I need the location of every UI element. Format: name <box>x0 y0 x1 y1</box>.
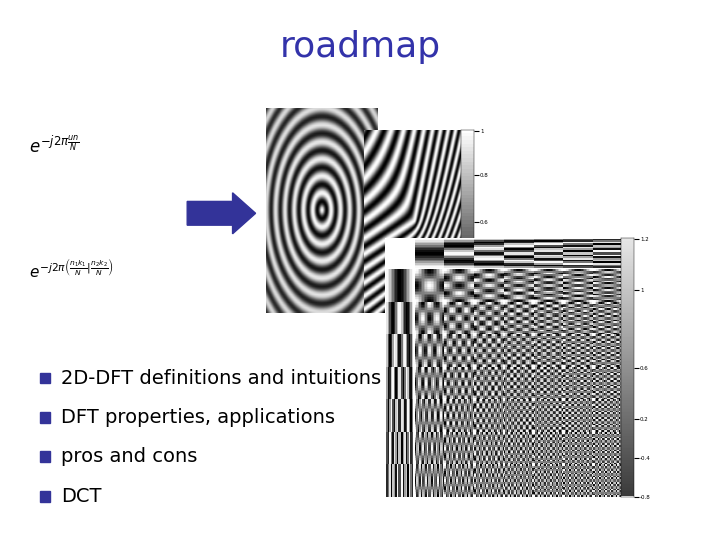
Text: $e^{-j2\pi\frac{un}{N}}$: $e^{-j2\pi\frac{un}{N}}$ <box>29 135 80 157</box>
Bar <box>40 491 50 502</box>
Bar <box>40 412 50 423</box>
Text: roadmap: roadmap <box>279 30 441 64</box>
Bar <box>40 373 50 383</box>
Bar <box>40 451 50 462</box>
Text: $e^{-j2\pi\left(\frac{n_1 k_1}{N} | \frac{n_2 k_2}{N}\right)}$: $e^{-j2\pi\left(\frac{n_1 k_1}{N} | \fra… <box>29 259 114 281</box>
Text: 2D-DFT definitions and intuitions: 2D-DFT definitions and intuitions <box>61 368 382 388</box>
Polygon shape <box>187 193 256 234</box>
Text: DFT properties, applications: DFT properties, applications <box>61 408 336 427</box>
Text: DCT: DCT <box>61 487 102 506</box>
Text: pros and cons: pros and cons <box>61 447 197 467</box>
